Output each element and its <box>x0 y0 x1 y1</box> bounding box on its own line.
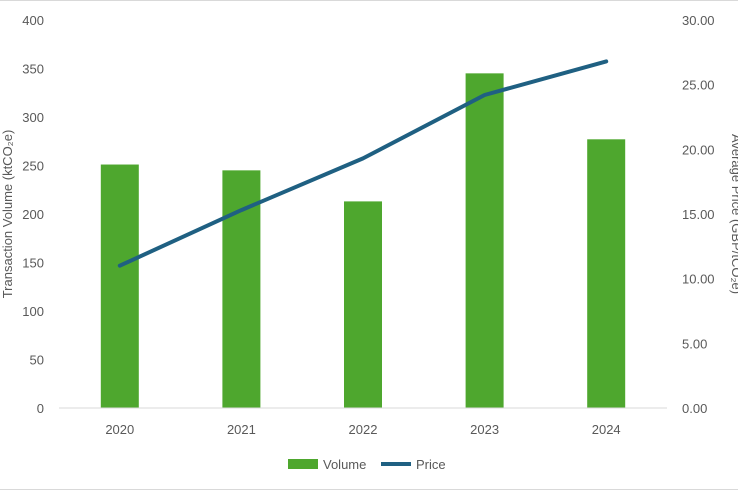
left-axis-title: Transaction Volume (ktCO₂e) <box>0 130 15 299</box>
left-tick-label: 200 <box>22 207 44 222</box>
volume-bar <box>100 164 139 408</box>
right-tick-label: 30.00 <box>682 13 715 28</box>
x-tick-label: 2024 <box>592 422 621 437</box>
x-tick-label: 2020 <box>105 422 134 437</box>
right-tick-label: 15.00 <box>682 207 715 222</box>
x-tick-label: 2021 <box>227 422 256 437</box>
left-tick-label: 250 <box>22 159 44 174</box>
right-tick-label: 25.00 <box>682 78 715 93</box>
legend-label-price: Price <box>416 457 446 472</box>
left-tick-label: 400 <box>22 13 44 28</box>
left-tick-label: 100 <box>22 304 44 319</box>
right-tick-label: 0.00 <box>682 401 707 416</box>
right-tick-label: 10.00 <box>682 272 715 287</box>
left-tick-label: 50 <box>30 353 44 368</box>
left-tick-label: 350 <box>22 62 44 77</box>
legend-swatch-volume <box>288 459 318 469</box>
left-tick-label: 0 <box>37 401 44 416</box>
left-axis-ticks: 0 50 100 150 200 250 300 350 400 <box>22 13 44 416</box>
volume-bar <box>465 73 504 408</box>
right-axis-ticks: 0.00 5.00 10.00 15.00 20.00 25.00 30.00 <box>682 13 715 416</box>
right-tick-label: 20.00 <box>682 142 715 157</box>
right-tick-label: 5.00 <box>682 336 707 351</box>
volume-bars <box>100 73 626 408</box>
left-tick-label: 300 <box>22 110 44 125</box>
x-tick-label: 2022 <box>349 422 378 437</box>
x-tick-label: 2023 <box>470 422 499 437</box>
right-axis-title: Average Price (GBP/tCO₂e) <box>729 134 738 294</box>
left-tick-label: 150 <box>22 256 44 271</box>
legend: Volume Price <box>288 457 446 472</box>
volume-bar <box>587 139 626 408</box>
x-axis-ticks: 2020 2021 2022 2023 2024 <box>105 422 620 437</box>
price-line-group <box>117 59 609 268</box>
legend-label-volume: Volume <box>323 457 366 472</box>
volume-bar <box>344 201 382 408</box>
